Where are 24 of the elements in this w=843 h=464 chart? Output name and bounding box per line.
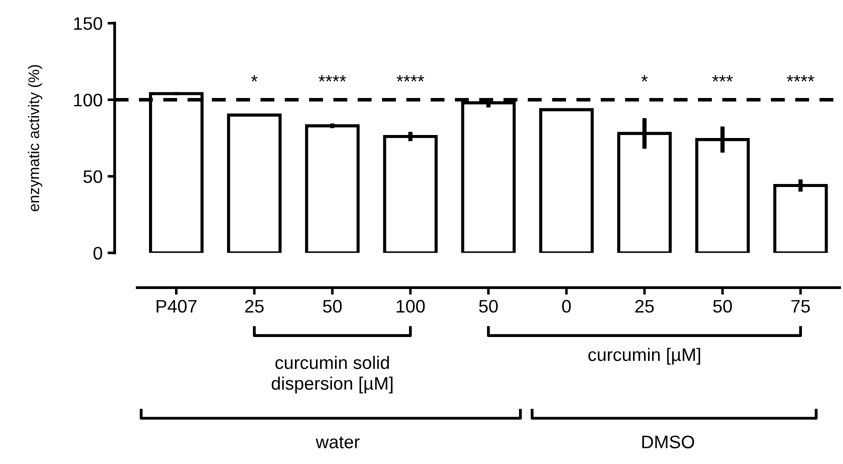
text: DMSO — [642, 436, 694, 448]
x-tick-label: 25 — [635, 300, 654, 313]
y-tick-label: 0 — [94, 246, 102, 260]
annotation: * — [641, 75, 648, 82]
annotation: * — [251, 75, 258, 82]
text: curcumin solid dispersion [µM] — [272, 356, 392, 394]
text: curcumin [µM] — [588, 348, 700, 365]
y-tick-label: 150 — [74, 17, 102, 30]
y-tick-label: 100 — [74, 94, 102, 106]
x-tick-label: 0 — [562, 300, 571, 313]
x-tick-label: 50 — [713, 300, 732, 313]
text: water — [316, 436, 360, 448]
annotation: *** — [712, 75, 733, 82]
annotation: **** — [396, 75, 424, 82]
annotation: **** — [318, 75, 346, 82]
y-axis-title: enzymatic activity (%) — [28, 65, 42, 212]
x-tick-label: P407 — [156, 300, 196, 313]
x-tick-label: 50 — [479, 300, 498, 313]
annotation: **** — [786, 75, 814, 82]
x-tick-label: 50 — [323, 300, 342, 313]
x-tick-label: 25 — [245, 300, 264, 313]
y-tick-label: 50 — [83, 170, 102, 184]
x-tick-label: 100 — [396, 300, 425, 313]
x-tick-label: 75 — [791, 300, 810, 313]
